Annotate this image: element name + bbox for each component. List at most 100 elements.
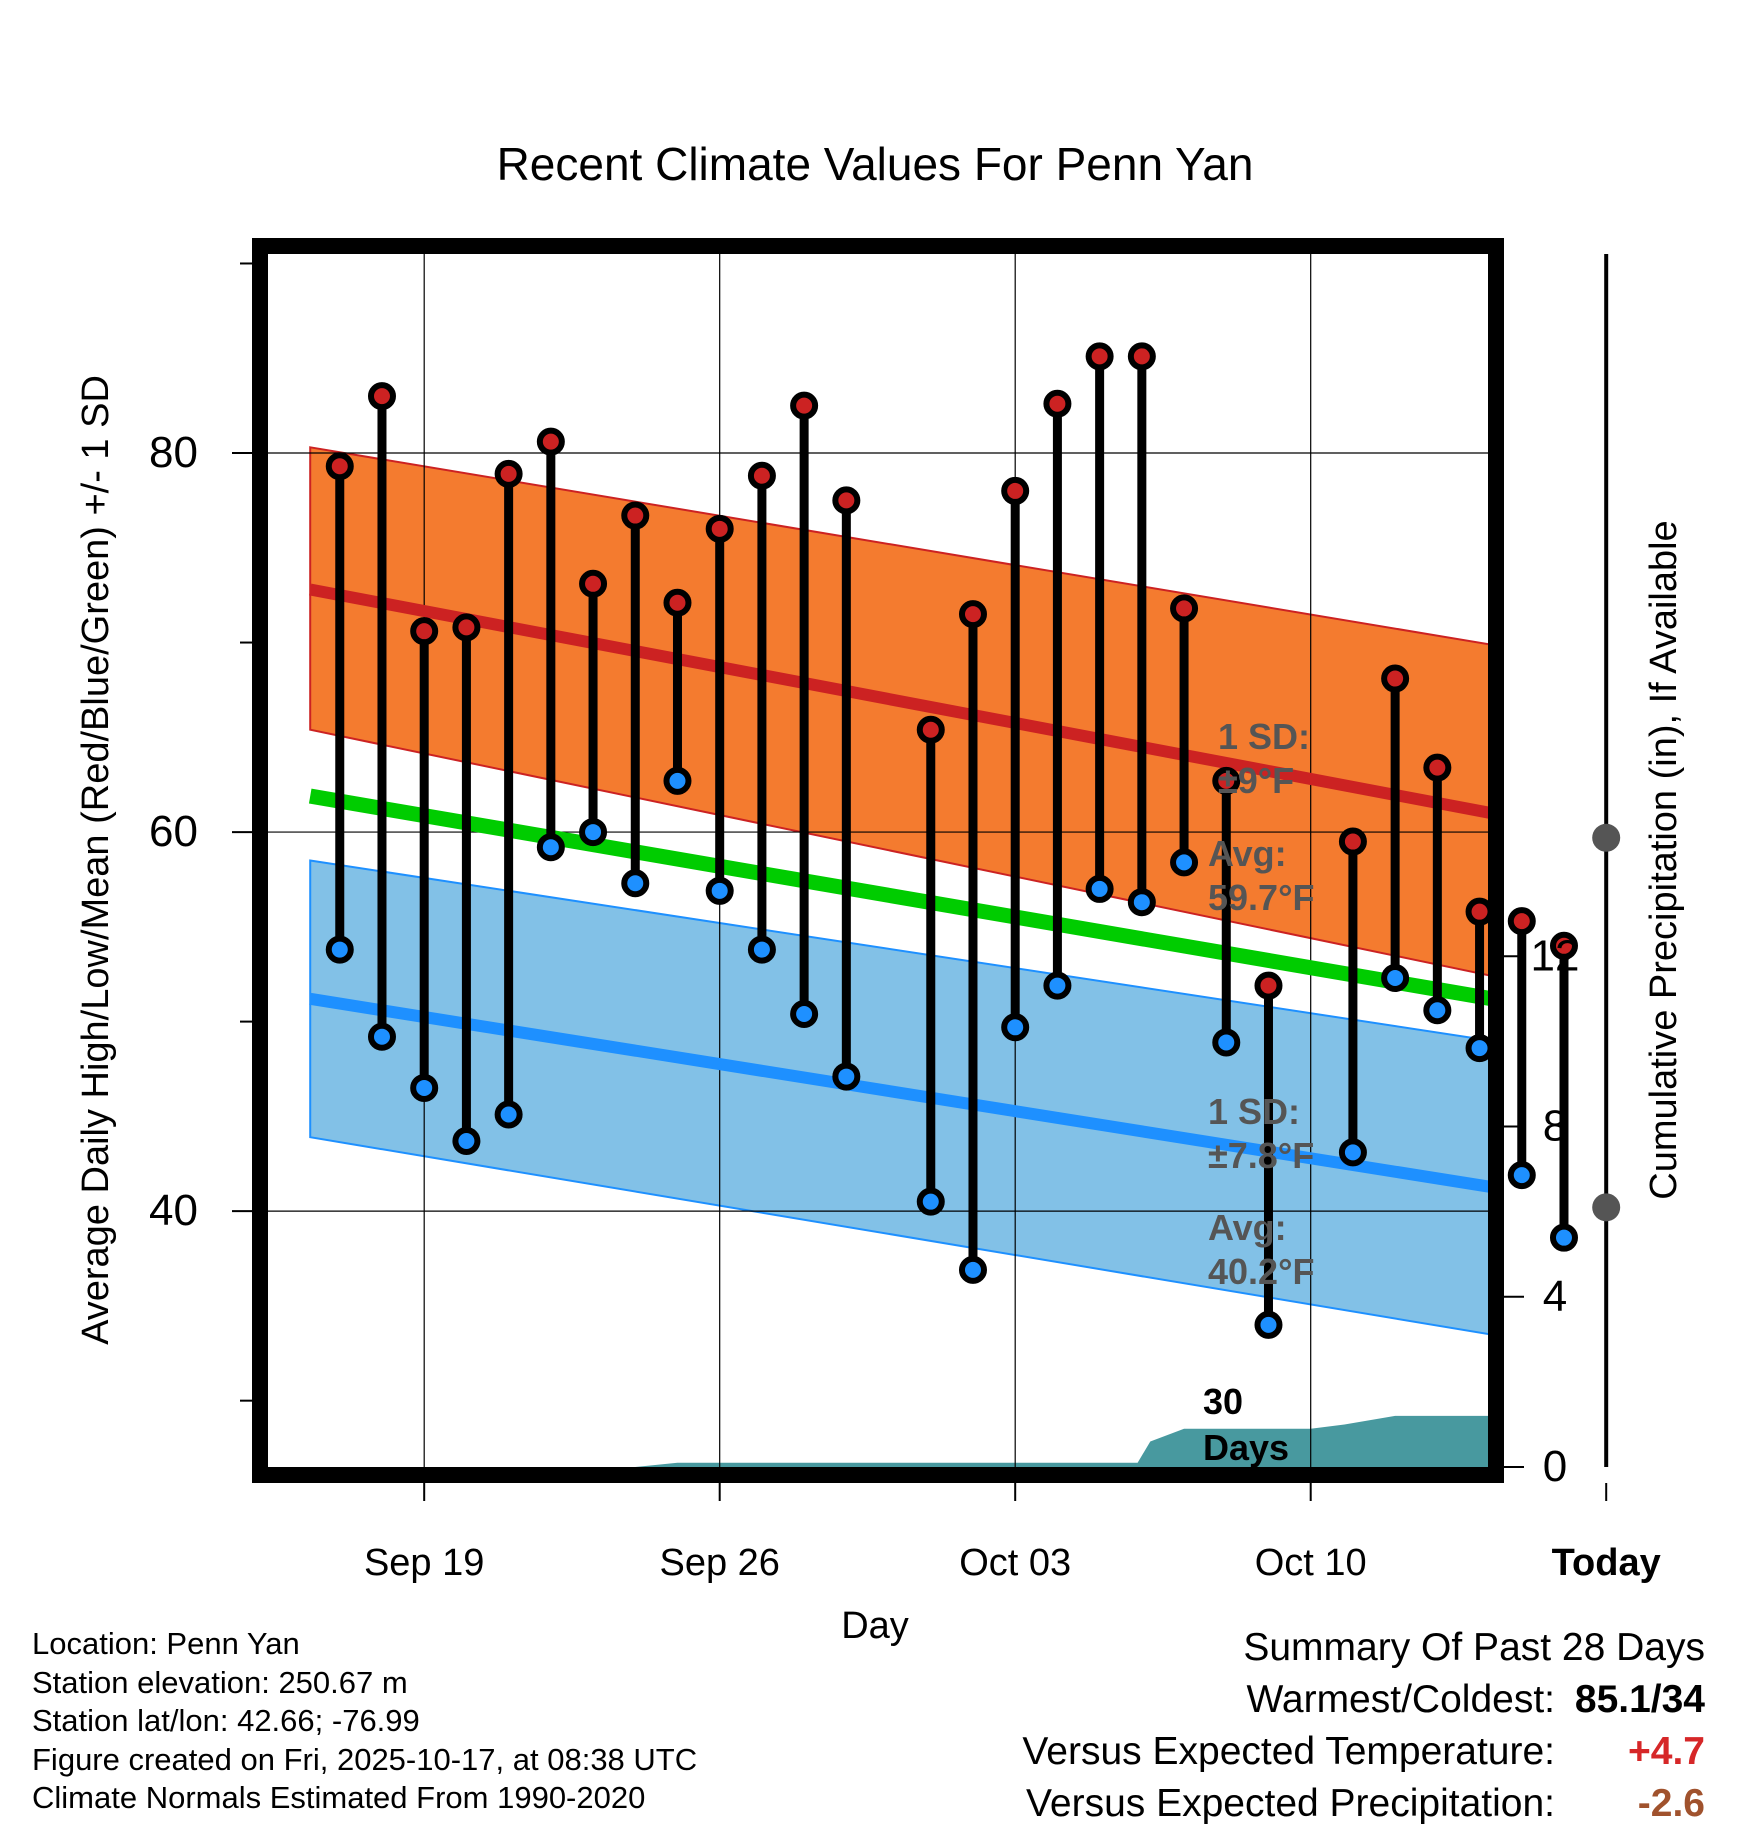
- precip-value: -2.6: [1637, 1782, 1705, 1825]
- daily-low-point: [579, 818, 608, 847]
- daily-high-point: [367, 382, 396, 411]
- x-tick-label: Sep 19: [364, 1542, 484, 1584]
- daily-low-point: [410, 1073, 439, 1102]
- y-tick-label: 60: [149, 807, 198, 856]
- y2-axis-label: Cumulative Precipitation (in), If Availa…: [1643, 520, 1685, 1199]
- created-line: Figure created on Fri, 2025-10-17, at 08…: [32, 1741, 698, 1777]
- chart-title: Recent Climate Values For Penn Yan: [497, 138, 1254, 190]
- daily-low-point: [1127, 888, 1156, 917]
- daily-low-point: [621, 869, 650, 898]
- x-tick-label: Today: [1552, 1542, 1661, 1584]
- daily-low-point: [1381, 964, 1410, 993]
- daily-high-point: [1465, 897, 1494, 926]
- daily-low-point: [958, 1255, 987, 1284]
- daily-high-point: [325, 452, 354, 481]
- daily-high-point: [452, 613, 481, 642]
- precipitation-layer: [635, 1415, 1488, 1467]
- precip-label: Versus Expected Precipitation:: [1026, 1782, 1555, 1825]
- y-tick-label: 80: [149, 428, 198, 477]
- daily-high-point: [1001, 476, 1030, 505]
- warmest-label: Warmest/Coldest:: [1246, 1678, 1555, 1721]
- plot-frame: [252, 238, 1504, 1483]
- daily-temperature-marks: [325, 342, 1621, 1339]
- daily-high-point: [747, 461, 776, 490]
- x-tick-label: Sep 26: [659, 1542, 779, 1584]
- daily-high-point: [1254, 971, 1283, 1000]
- daily-low-point: [705, 876, 734, 905]
- period-value: 30: [1203, 1381, 1243, 1422]
- daily-low-point: [1338, 1138, 1367, 1167]
- x-tick-label: Oct 03: [959, 1542, 1071, 1584]
- daily-high-point: [1423, 753, 1452, 782]
- daily-high-point: [1549, 931, 1578, 960]
- daily-high-point: [832, 486, 861, 515]
- daily-high-point: [916, 715, 945, 744]
- low-avg-marker: [1592, 1193, 1621, 1222]
- daily-low-point: [1254, 1310, 1283, 1339]
- latlon-line: Station lat/lon: 42.66; -76.99: [32, 1703, 420, 1738]
- summary-precip-row: Versus Expected Precipitation: -2.6: [1022, 1778, 1705, 1830]
- y2-tick-label: 12: [1531, 931, 1580, 980]
- daily-low-point: [325, 935, 354, 964]
- daily-high-point: [1507, 907, 1536, 936]
- low-avg-label: Avg:: [1208, 1207, 1287, 1248]
- daily-high-point: [705, 514, 734, 543]
- temp-label: Versus Expected Temperature:: [1022, 1730, 1555, 1773]
- daily-low-point: [1507, 1161, 1536, 1190]
- daily-low-point: [1170, 848, 1199, 877]
- low-avg-value: 40.2°F: [1208, 1251, 1314, 1292]
- y2-tick-label: 0: [1543, 1442, 1567, 1491]
- summary-warmest-row: Warmest/Coldest: 85.1/34: [1022, 1674, 1705, 1726]
- daily-high-point: [410, 617, 439, 646]
- temp-value: +4.7: [1628, 1730, 1705, 1773]
- daily-low-point: [536, 833, 565, 862]
- precipitation-area: [635, 1415, 1488, 1467]
- daily-low-point: [1549, 1223, 1578, 1252]
- axis-ticks: 40 60 80 0 4 8 12 Sep 19 Sep 26 Oct 03 Oct 10 Today…: [149, 262, 1661, 1584]
- high-avg-value: 59.7°F: [1208, 877, 1314, 918]
- daily-low-point: [452, 1127, 481, 1156]
- daily-low-point: [1043, 971, 1072, 1000]
- high-sd-label: 1 SD:: [1218, 716, 1310, 757]
- elevation-line: Station elevation: 250.67 m: [32, 1664, 408, 1700]
- x-tick-label: Oct 10: [1255, 1542, 1367, 1584]
- daily-high-point: [790, 391, 819, 420]
- daily-low-point: [367, 1022, 396, 1051]
- low-sd-label: 1 SD:: [1208, 1091, 1300, 1132]
- daily-low-point: [1212, 1028, 1241, 1057]
- daily-high-point: [1043, 389, 1072, 418]
- daily-high-point: [1085, 342, 1114, 371]
- daily-high-point: [494, 459, 523, 488]
- daily-low-point: [916, 1187, 945, 1216]
- low-normal-line: [309, 992, 1488, 1193]
- annotations: 1 SD: ±9°F Avg: 59.7°F 1 SD: ±7.8°F Avg:…: [1203, 716, 1314, 1468]
- summary-heading: Summary Of Past 28 Days: [1243, 1626, 1705, 1669]
- x-axis-label: Day: [841, 1605, 909, 1647]
- period-unit: Days: [1203, 1427, 1289, 1468]
- summary-temp-row: Versus Expected Temperature: +4.7: [1022, 1726, 1705, 1778]
- daily-low-point: [1465, 1034, 1494, 1063]
- daily-high-point: [1127, 342, 1156, 371]
- daily-high-point: [1170, 594, 1199, 623]
- y2-tick-label: 4: [1543, 1272, 1567, 1321]
- daily-high-point: [663, 588, 692, 617]
- normals-line: Climate Normals Estimated From 1990-2020: [32, 1780, 646, 1815]
- daily-high-point: [536, 427, 565, 456]
- warmest-value: 85.1/34: [1574, 1678, 1705, 1721]
- daily-low-point: [832, 1062, 861, 1091]
- high-avg-marker: [1592, 823, 1621, 852]
- y2-tick-label: 8: [1543, 1102, 1567, 1151]
- daily-low-point: [663, 766, 692, 795]
- daily-low-point: [1001, 1013, 1030, 1042]
- station-info: Location: Penn Yan Station elevation: 25…: [32, 1625, 697, 1818]
- daily-low-point: [790, 1000, 819, 1029]
- daily-high-point: [958, 600, 987, 629]
- daily-low-point: [494, 1100, 523, 1129]
- daily-high-point: [1381, 664, 1410, 693]
- high-sd-value: ±9°F: [1218, 760, 1294, 801]
- daily-high-point: [1338, 827, 1367, 856]
- daily-high-point: [579, 569, 608, 598]
- high-avg-label: Avg:: [1208, 833, 1287, 874]
- low-sd-value: ±7.8°F: [1208, 1135, 1314, 1176]
